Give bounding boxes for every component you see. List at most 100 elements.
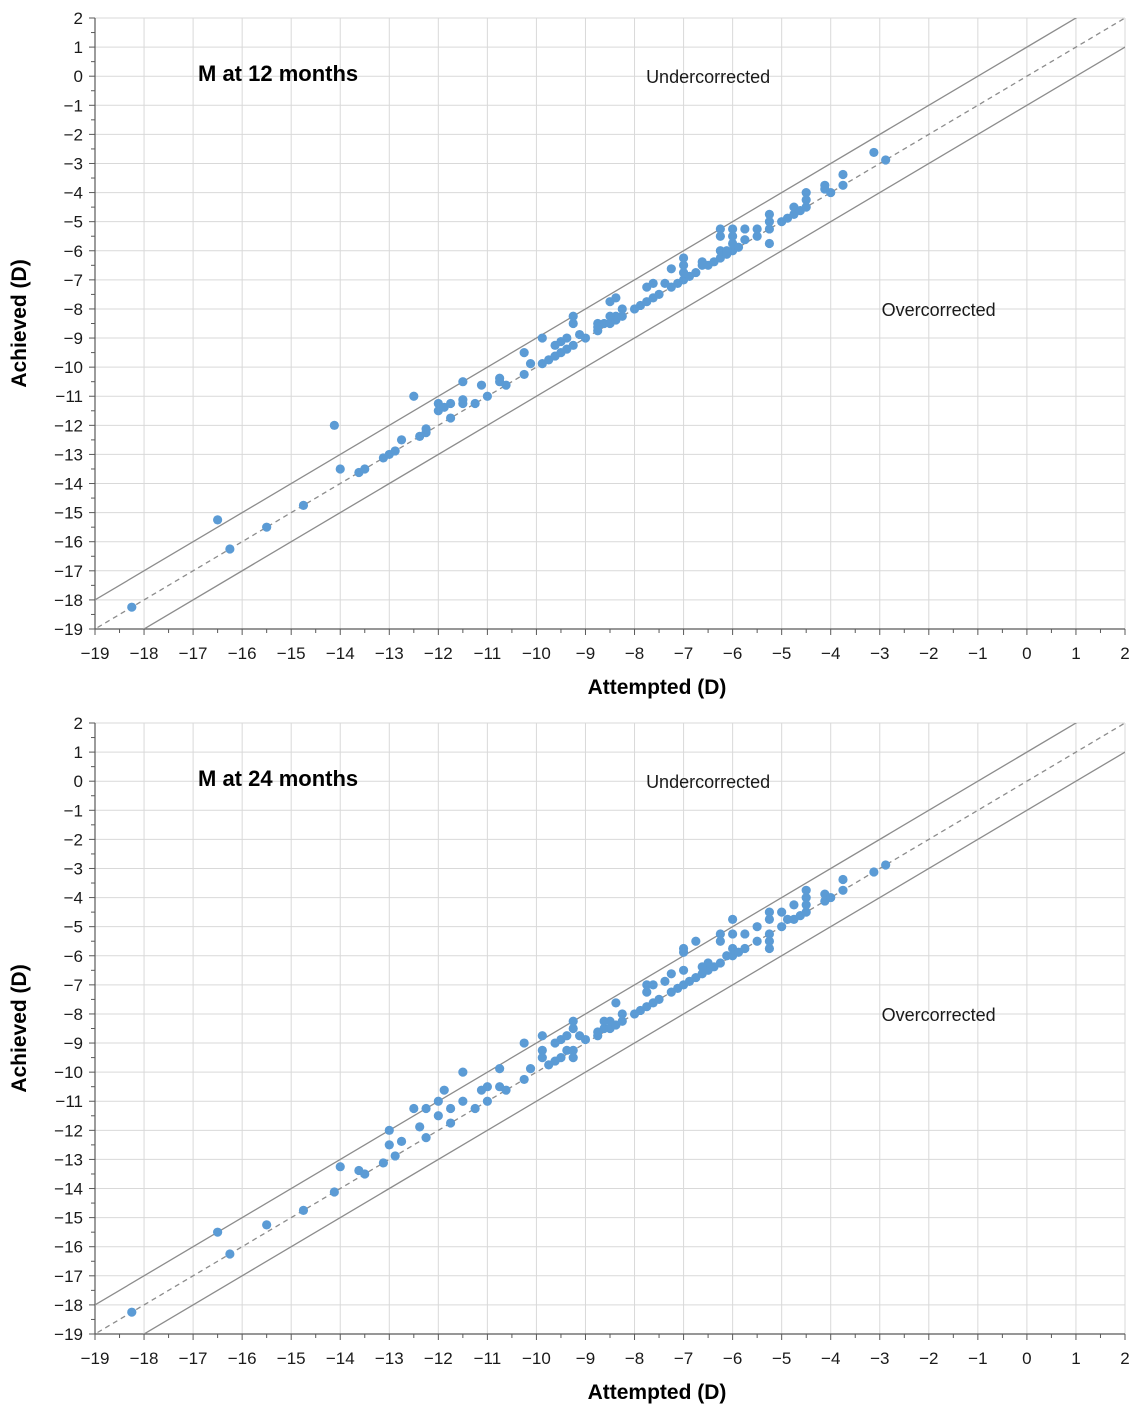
data-point [752, 922, 762, 932]
x-tick-label: −8 [625, 644, 644, 663]
data-point [360, 464, 370, 474]
data-point [733, 242, 744, 252]
y-tick-label: −10 [54, 1063, 83, 1082]
data-point [740, 929, 750, 939]
data-point [262, 1220, 272, 1230]
y-tick-label: −1 [64, 801, 83, 820]
y-tick-label: −3 [64, 859, 83, 878]
y-axis-title: Achieved (D) [8, 259, 31, 387]
data-point [409, 391, 419, 401]
data-point [869, 867, 879, 877]
data-point [445, 398, 456, 409]
x-tick-label: −18 [130, 644, 159, 663]
data-point [445, 1118, 456, 1128]
x-tick-label: −2 [919, 644, 938, 663]
data-points [127, 147, 891, 612]
data-point [390, 446, 400, 456]
data-point [678, 965, 689, 975]
data-point [298, 500, 309, 510]
y-tick-label: −7 [64, 976, 83, 995]
data-point [384, 1125, 394, 1135]
y-tick-label: 2 [74, 714, 83, 733]
data-point [568, 311, 578, 321]
x-tick-label: −4 [821, 1349, 840, 1368]
data-point [666, 264, 676, 274]
x-tick-label: −2 [919, 1349, 938, 1368]
y-tick-label: −2 [64, 830, 83, 849]
y-tick-label: −6 [64, 947, 83, 966]
data-point [801, 202, 811, 212]
limit-line [142, 46, 1125, 629]
data-point [329, 420, 339, 430]
x-tick-label: −19 [81, 1349, 110, 1368]
data-point [740, 235, 750, 245]
x-axis-title: Attempted (D) [588, 676, 727, 699]
data-point [715, 929, 725, 939]
y-tick-label: −8 [64, 300, 83, 319]
data-point [764, 238, 775, 249]
x-tick-label: −15 [277, 1349, 306, 1368]
x-tick-label: −12 [424, 644, 453, 663]
data-point [740, 943, 750, 954]
x-tick-label: −17 [179, 644, 208, 663]
data-point [537, 1031, 547, 1041]
data-point [801, 885, 811, 895]
data-point [384, 1140, 394, 1150]
data-point [728, 231, 738, 241]
data-point [482, 391, 492, 401]
data-point [519, 1074, 529, 1085]
y-tick-label: −12 [54, 1121, 83, 1140]
data-point [458, 1096, 468, 1106]
data-point [777, 922, 787, 932]
data-point [654, 994, 664, 1005]
x-tick-label: −6 [723, 1349, 742, 1368]
data-point [501, 380, 511, 390]
y-tick-label: −8 [64, 1005, 83, 1024]
data-point [660, 976, 670, 986]
y-tick-label: −4 [64, 889, 83, 908]
data-point [728, 929, 738, 939]
data-point [537, 333, 547, 343]
x-tick-label: −19 [81, 644, 110, 663]
data-point [421, 424, 431, 434]
data-point [611, 293, 621, 303]
x-tick-label: −11 [474, 644, 502, 663]
data-point [537, 1052, 547, 1063]
overcorrected-label: Overcorrected [882, 1005, 996, 1025]
data-point [728, 224, 738, 234]
y-tick-label: −19 [54, 1325, 83, 1344]
grid [94, 722, 1126, 1335]
y-tick-label: −16 [54, 533, 83, 552]
data-point [360, 1169, 370, 1179]
data-point [213, 1227, 223, 1237]
x-tick-label: −18 [130, 1349, 159, 1368]
data-point [801, 900, 811, 910]
data-point [691, 936, 701, 946]
data-point [764, 907, 775, 917]
data-point [715, 231, 725, 241]
y-tick-label: −10 [54, 358, 83, 377]
data-point [127, 602, 137, 612]
data-point [476, 380, 487, 390]
x-tick-label: 0 [1022, 1349, 1031, 1368]
data-point [415, 1122, 425, 1132]
data-point [519, 1038, 529, 1048]
y-tick-label: −6 [64, 242, 83, 261]
x-tick-label: −17 [179, 1349, 208, 1368]
data-point [433, 1111, 443, 1121]
x-tick-label: 2 [1120, 1349, 1129, 1368]
y-tick-label: −15 [54, 1209, 83, 1228]
data-point [298, 1205, 309, 1215]
data-point [421, 1133, 431, 1143]
data-point [838, 874, 848, 885]
x-tick-label: −11 [474, 1349, 502, 1368]
data-point [580, 333, 591, 343]
y-tick-label: −18 [54, 1296, 83, 1315]
x-tick-label: −14 [326, 1349, 355, 1368]
data-point [605, 311, 615, 321]
data-point [826, 187, 836, 198]
data-point [838, 169, 848, 180]
data-point [869, 147, 879, 158]
y-tick-label: −14 [54, 475, 83, 494]
data-point [752, 936, 762, 946]
